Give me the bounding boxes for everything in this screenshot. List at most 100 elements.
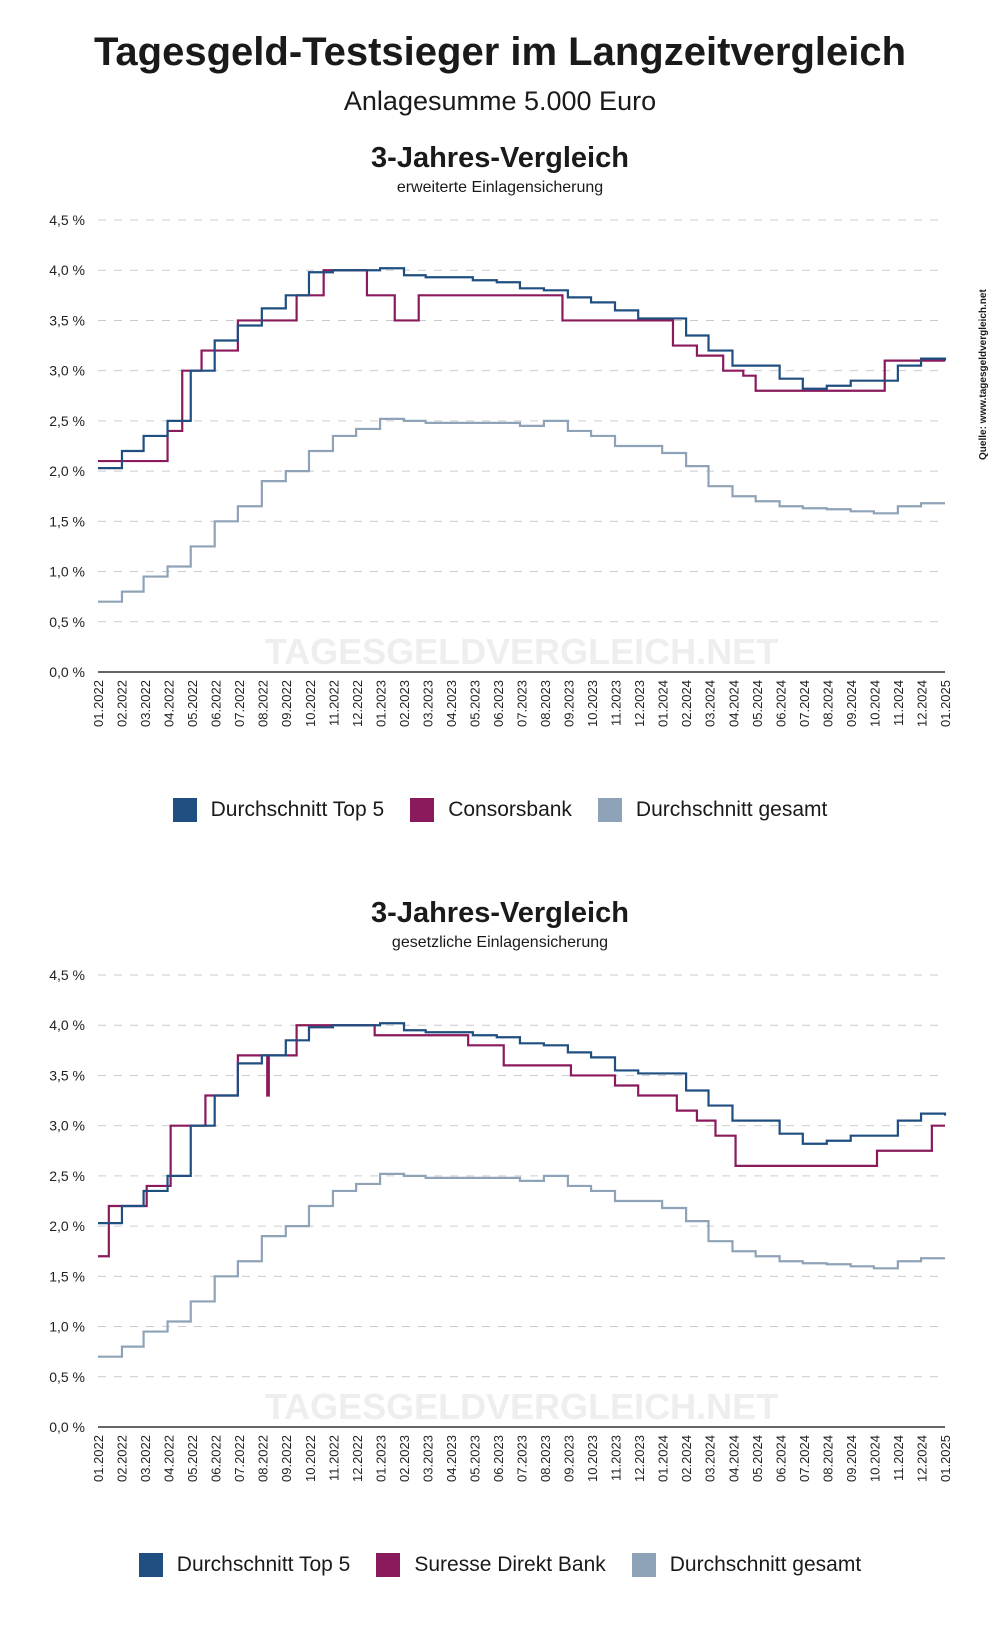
series-line-suresse-direkt-bank [98,1024,945,1258]
legend-label: Durchschnitt Top 5 [176,1553,351,1576]
y-tick-label: 4,0 % [49,262,85,278]
x-tick-label: 03.2023 [420,1435,435,1482]
chart-1-title: 3-Jahres-Vergleich [371,142,629,174]
y-tick-label: 4,5 % [49,212,85,228]
x-tick-label: 06.2022 [209,1435,224,1482]
x-tick-label: 10.2023 [585,1435,600,1482]
legend-label: Durchschnitt gesamt [635,798,828,821]
y-tick-label: 0,5 % [49,1369,85,1385]
x-tick-label: 12.2024 [914,680,929,727]
x-tick-label: 12.2023 [632,1435,647,1482]
legend-label: Durchschnitt Top 5 [210,798,385,821]
y-tick-label: 1,5 % [49,1268,85,1284]
x-tick-label: 11.2023 [609,680,624,726]
x-tick-label: 01.2024 [656,1435,671,1482]
y-tick-label: 2,0 % [49,463,85,479]
chart-1-subtitle: erweiterte Einlagensicherung [396,179,604,196]
source-note: Quelle: www.tagesgeldvergleich.net [978,289,989,460]
legend-swatch [376,1553,401,1577]
x-tick-label: 05.2022 [185,680,200,727]
series-line-durchschnitt-top-5 [98,1022,947,1225]
x-tick-label: 01.2023 [373,1435,388,1482]
y-tick-label: 0,5 % [49,614,85,630]
chart-1: TAGESGELDVERGLEICH.NET 0,0 % 0,5 % 1,0 % 1,5… [49,212,953,727]
chart-2: TAGESGELDVERGLEICH.NET 0,0 % 0,5 % 1,0 % 1,5… [49,967,953,1482]
y-tick-label: 3,5 % [49,1067,85,1083]
x-tick-label: 10.2024 [867,1435,882,1482]
y-tick-label: 3,5 % [49,312,85,328]
x-tick-label: 04.2023 [444,1435,459,1482]
x-tick-label: 04.2023 [444,680,459,727]
x-tick-label: 09.2024 [844,1435,859,1482]
x-tick-label: 11.2023 [609,1435,624,1481]
legend-swatch [410,798,435,822]
series-line-durchschnitt-gesamt [98,1172,945,1358]
watermark: TAGESGELDVERGLEICH.NET [265,631,778,672]
x-tick-label: 06.2022 [209,680,224,727]
x-tick-label: 09.2024 [844,680,859,727]
y-tick-label: 4,0 % [49,1017,85,1033]
y-tick-label: 1,5 % [49,513,85,529]
x-tick-label: 03.2022 [138,1435,153,1482]
legend-swatch [597,798,622,822]
x-tick-label: 01.2023 [373,680,388,727]
legend-item: Durchschnitt gesamt [597,798,828,822]
x-tick-label: 08.2023 [538,1435,553,1482]
x-tick-label: 04.2022 [162,1435,177,1482]
page-subtitle: Anlagesumme 5.000 Euro [343,86,657,116]
legend-label: Consorsbank [448,798,572,821]
x-tick-label: 02.2023 [397,680,412,727]
x-tick-label: 09.2023 [562,1435,577,1482]
x-tick-label: 09.2022 [279,680,294,727]
x-tick-label: 07.2023 [515,680,530,727]
x-tick-label: 04.2024 [726,680,741,727]
x-tick-label: 08.2024 [820,680,835,727]
x-tick-label: 03.2022 [138,680,153,727]
x-tick-label: 07.2023 [515,1435,530,1482]
y-tick-label: 3,0 % [49,1118,85,1134]
x-tick-label: 02.2022 [115,1435,130,1482]
x-tick-label: 01.2022 [91,1435,106,1482]
y-tick-label: 0,0 % [49,664,85,680]
y-tick-label: 1,0 % [49,1319,85,1335]
x-tick-label: 02.2024 [679,680,694,727]
x-tick-label: 06.2024 [773,1435,788,1482]
legend-swatch [138,1553,163,1577]
x-tick-label: 02.2024 [679,1435,694,1482]
x-tick-label: 08.2022 [256,1435,271,1482]
x-tick-label: 08.2022 [256,680,271,727]
legend-label: Suresse Direkt Bank [414,1553,606,1576]
x-tick-label: 01.2025 [938,680,953,727]
x-tick-label: 06.2023 [491,1435,506,1482]
watermark: TAGESGELDVERGLEICH.NET [265,1386,778,1427]
x-tick-label: 08.2024 [820,1435,835,1482]
chart-2-legend: Durchschnitt Top 5 Suresse Direkt Bank Dur… [0,1553,1000,1577]
x-tick-label: 03.2024 [703,1435,718,1482]
legend-item: Suresse Direkt Bank [376,1553,606,1577]
legend-item: Durchschnitt gesamt [631,1553,861,1577]
y-tick-label: 2,0 % [49,1218,85,1234]
series-line-consorsbank [98,269,945,463]
x-tick-label: 07.2022 [232,680,247,727]
x-tick-label: 10.2022 [303,680,318,727]
x-tick-label: 04.2024 [726,1435,741,1482]
legend-item: Durchschnitt Top 5 [172,798,385,822]
page-title: Tagesgeld-Testsieger im Langzeitvergleic… [93,30,907,74]
x-tick-label: 12.2024 [914,1435,929,1482]
x-tick-label: 11.2024 [891,1435,906,1481]
x-tick-label: 03.2024 [703,680,718,727]
legend-item: Durchschnitt Top 5 [138,1553,351,1577]
x-tick-label: 10.2023 [585,680,600,727]
x-tick-label: 01.2024 [656,680,671,727]
x-tick-label: 05.2024 [750,1435,765,1482]
x-tick-label: 12.2022 [350,680,365,727]
x-tick-label: 05.2023 [467,1435,482,1482]
x-tick-label: 02.2022 [115,680,130,727]
x-tick-label: 06.2024 [773,680,788,727]
x-tick-label: 05.2024 [750,680,765,727]
x-tick-label: 02.2023 [397,1435,412,1482]
chart-1-legend: Durchschnitt Top 5 Consorsbank Durchschnit… [0,798,1000,822]
legend-swatch [631,1553,656,1577]
legend-swatch [172,798,197,822]
x-tick-label: 10.2022 [303,1435,318,1482]
